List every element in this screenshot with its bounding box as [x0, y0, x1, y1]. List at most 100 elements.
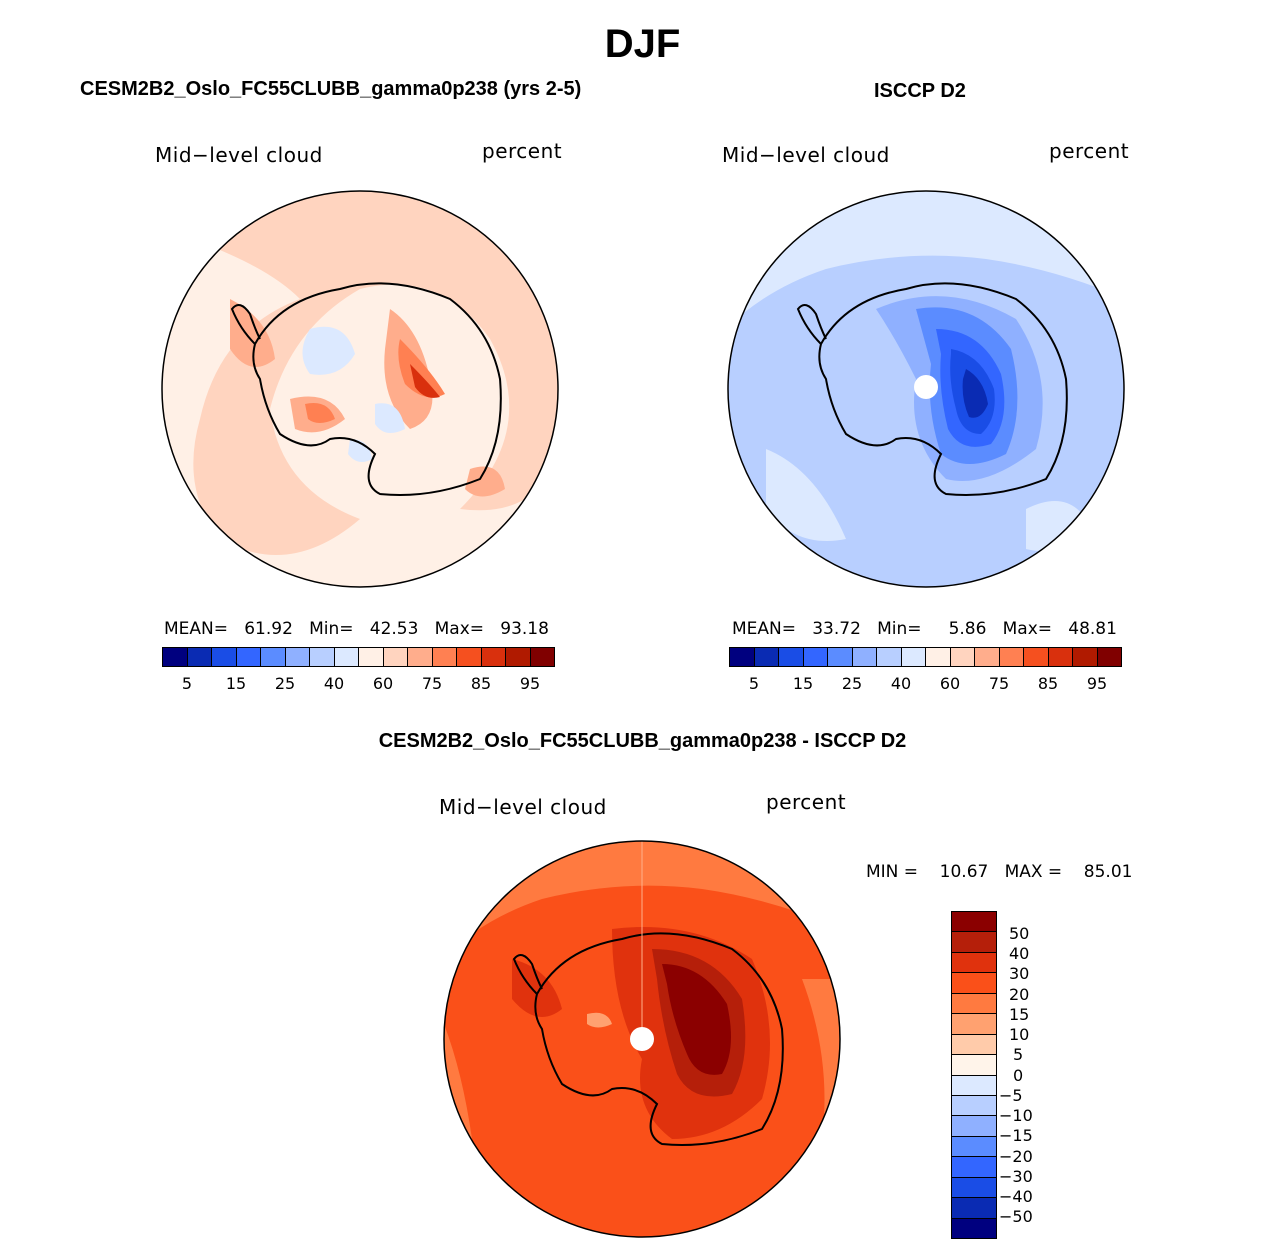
panel3-max-label: MAX = [1004, 862, 1063, 882]
panel1-patch-j [465, 466, 505, 497]
panel1-mean-value: 61.92 [244, 619, 293, 639]
panel1-min-value: 42.53 [369, 619, 419, 639]
panel2-cb-label: 25 [841, 674, 863, 693]
colorbar-swatch [952, 912, 996, 933]
panel3-colorbar [951, 911, 997, 1239]
panel3-max-value: 85.01 [1083, 862, 1133, 882]
panel1-mean-label: MEAN= [164, 619, 228, 639]
colorbar-swatch [285, 648, 310, 666]
colorbar-swatch [163, 648, 188, 666]
panel1-variable: Mid−level cloud [155, 143, 323, 167]
colorbar-swatch [952, 932, 996, 953]
panel1-cb-label: 60 [372, 674, 394, 693]
colorbar-swatch [730, 648, 755, 666]
colorbar-swatch [1024, 648, 1049, 666]
panel3-min-value: 10.67 [939, 862, 989, 882]
colorbar-swatch [926, 648, 951, 666]
panel3-antarctica-coast [534, 932, 784, 1146]
panel3-stats: MIN = 10.67 MAX = 85.01 [866, 862, 1132, 882]
panel2-cb-label: 95 [1086, 674, 1108, 693]
panel1-cb-label: 95 [519, 674, 541, 693]
colorbar-swatch [408, 648, 433, 666]
colorbar-swatch [334, 648, 359, 666]
colorbar-swatch [952, 1116, 996, 1137]
colorbar-swatch [359, 648, 384, 666]
panel1-cb-label: 40 [323, 674, 345, 693]
panel3-cb-label: 5 [1013, 1045, 1024, 1064]
panel3-interior-field-3 [662, 964, 731, 1075]
colorbar-swatch [952, 1014, 996, 1035]
colorbar-swatch [952, 1198, 996, 1219]
panel1-patch-h [375, 403, 405, 433]
panel2-mean-value: 33.72 [812, 619, 861, 639]
colorbar-swatch [506, 648, 531, 666]
panel3-cb-label: 50 [1009, 924, 1030, 943]
colorbar-swatch [457, 648, 482, 666]
panel1-map [161, 190, 559, 588]
panel2-title: ISCCP D2 [874, 80, 966, 102]
colorbar-swatch [187, 648, 212, 666]
panel3-map-outline [443, 840, 841, 1238]
panel1-max-label: Max= [434, 619, 485, 639]
panel3-min-label: MIN = [866, 862, 919, 882]
colorbar-swatch [1097, 648, 1121, 666]
panel2-stats: MEAN= 33.72 Min= 5.86 Max= 48.81 [732, 619, 1117, 639]
panel3-cb-label: 0 [1013, 1066, 1024, 1085]
colorbar-swatch [952, 993, 996, 1015]
colorbar-swatch [975, 648, 1000, 666]
colorbar-swatch [530, 648, 554, 666]
colorbar-swatch [754, 648, 779, 666]
colorbar-swatch [952, 1055, 996, 1076]
panel2-min-label: Min= [877, 619, 922, 639]
panel3-cb-label: 30 [1009, 964, 1030, 983]
panel2-cb-label: 75 [988, 674, 1010, 693]
panel1-max-value: 93.18 [500, 619, 549, 639]
colorbar-swatch [952, 1136, 996, 1158]
panel3-small-blob [587, 1012, 612, 1028]
panel3-pole-hole [630, 1027, 654, 1051]
panel1-cb-label: 75 [421, 674, 443, 693]
panel1-patch-d [230, 299, 275, 367]
colorbar-swatch [901, 648, 926, 666]
panel3-cb-label: −20 [999, 1147, 1033, 1166]
colorbar-swatch [261, 648, 286, 666]
panel1-ocean-band [162, 191, 558, 555]
panel1-patch-i [348, 439, 372, 463]
colorbar-swatch [803, 648, 828, 666]
panel3-units: percent [766, 790, 847, 814]
colorbar-swatch [236, 648, 261, 666]
colorbar-swatch [828, 648, 853, 666]
panel3-cb-label: −5 [999, 1086, 1023, 1105]
panel3-cb-label: 20 [1009, 985, 1030, 1004]
panel1-cb-label: 15 [225, 674, 247, 693]
panel2-max-label: Max= [1002, 619, 1053, 639]
panel2-min-value: 5.86 [948, 619, 987, 639]
colorbar-swatch [212, 648, 237, 666]
panel1-cb-label: 25 [274, 674, 296, 693]
panel3-cb-label: −10 [999, 1106, 1033, 1125]
panel2-cb-label: 40 [890, 674, 912, 693]
colorbar-swatch [952, 1095, 996, 1117]
figure-title: DJF [604, 22, 681, 66]
colorbar-swatch [1073, 648, 1098, 666]
panel1-stats: MEAN= 61.92 Min= 42.53 Max= 93.18 [164, 619, 549, 639]
panel1-min-label: Min= [309, 619, 354, 639]
panel1-units: percent [482, 139, 563, 163]
colorbar-swatch [952, 1075, 996, 1096]
panel2-map [727, 190, 1125, 588]
panel1-patch-f [305, 403, 335, 423]
panel1-cb-label: 5 [181, 674, 193, 693]
panel3-cb-label: −15 [999, 1126, 1033, 1145]
colorbar-swatch [950, 648, 975, 666]
panel2-map-outline [727, 190, 1125, 588]
panel2-colorbar [729, 647, 1122, 667]
diff-title: CESM2B2_Oslo_FC55CLUBB_gamma0p238 - ISCC… [378, 730, 907, 752]
panel2-lower-left-band [766, 449, 846, 541]
panel1-patch-g [302, 326, 355, 375]
panel2-cb-label: 60 [939, 674, 961, 693]
colorbar-swatch [952, 952, 996, 974]
colorbar-swatch [432, 648, 457, 666]
panel3-cb-label: 40 [1009, 944, 1030, 963]
panel2-cb-label: 5 [748, 674, 760, 693]
colorbar-swatch [952, 1157, 996, 1178]
